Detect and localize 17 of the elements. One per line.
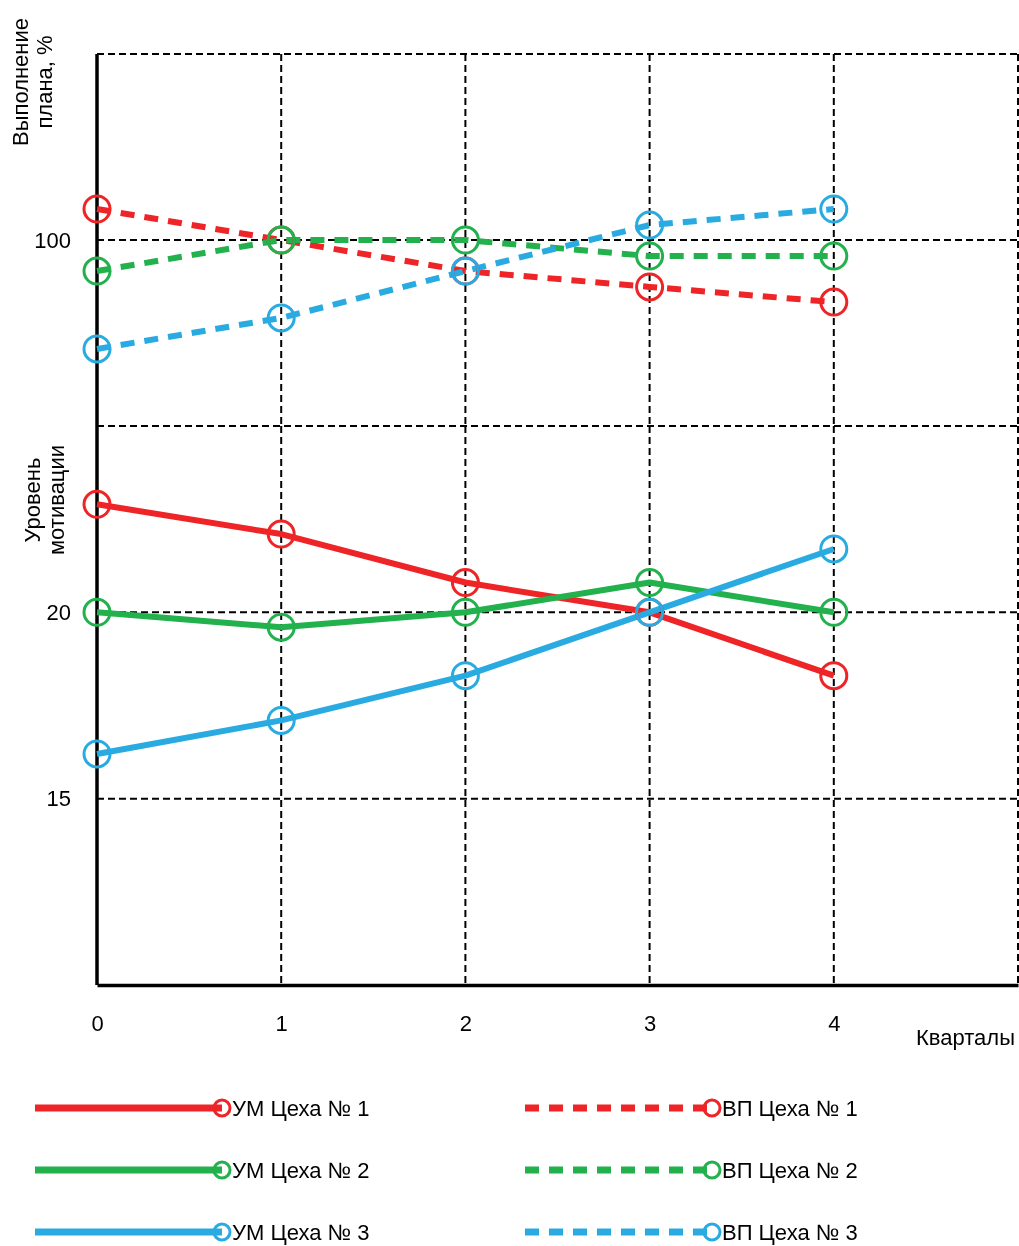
y-axis-title: Уровень мотивации bbox=[20, 444, 69, 556]
legend-label: ВП Цеха № 3 bbox=[722, 1220, 858, 1245]
legend-label: ВП Цеха № 2 bbox=[722, 1158, 858, 1183]
x-tick-label: 2 bbox=[459, 1010, 473, 1036]
legend-label: УМ Цеха № 2 bbox=[232, 1158, 370, 1183]
legend-label: УМ Цеха № 1 bbox=[232, 1096, 370, 1121]
text: 100 bbox=[34, 227, 71, 253]
legend-label: ВП Цеха № 1 bbox=[722, 1096, 858, 1121]
x-axis-title: Кварталы bbox=[916, 1025, 1015, 1050]
legend-label: УМ Цеха № 3 bbox=[232, 1220, 370, 1245]
x-tick-label: 0 bbox=[91, 1010, 104, 1036]
x-tick-label: 4 bbox=[828, 1010, 841, 1036]
y-tick-label: 15 bbox=[46, 786, 71, 812]
x-tick-label: 1 bbox=[275, 1010, 288, 1036]
y-axis-title: Выполнение плана, % bbox=[8, 17, 57, 147]
x-tick-label: 3 bbox=[643, 1010, 657, 1036]
y-tick-label: 20 bbox=[46, 599, 71, 625]
